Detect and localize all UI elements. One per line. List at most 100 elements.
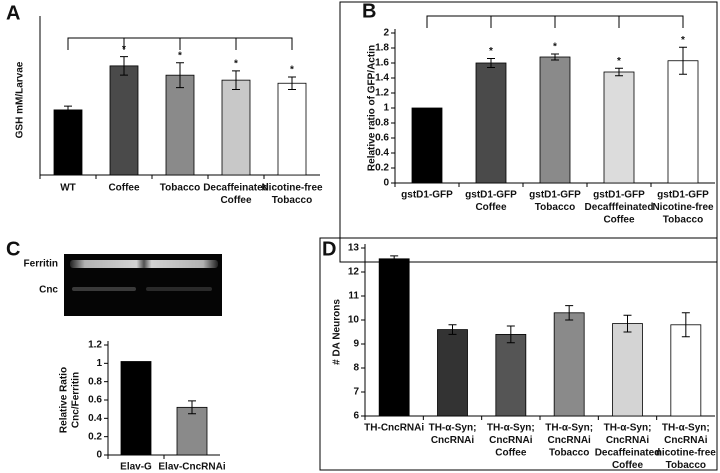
y-axis-label: Cnc/Ferritin xyxy=(71,372,82,428)
y-tick-label: 0.2 xyxy=(375,163,389,174)
x-tick-label: Elav-G xyxy=(120,462,152,473)
error-bar xyxy=(448,324,457,335)
x-tick-label: Tobacco xyxy=(666,460,706,471)
x-tick-label: TH-α-Syn; xyxy=(429,423,477,434)
x-tick-label: gstD1-GFP xyxy=(465,190,517,201)
x-tick-label: Coffee xyxy=(220,195,252,206)
comparison-bracket xyxy=(426,15,684,28)
x-tick-label: nicotine-free xyxy=(656,448,716,459)
x-tick-label: Tobacco xyxy=(272,195,312,206)
error-bar xyxy=(120,56,128,76)
x-tick-label: gstD1-GFP xyxy=(657,190,709,201)
gel-label: Ferritin xyxy=(24,259,58,270)
panel-frame xyxy=(339,1,718,263)
y-tick-label: 0.6 xyxy=(375,133,389,144)
panel-frame xyxy=(319,237,718,471)
x-tick-label: Coffee xyxy=(475,202,507,213)
error-bar xyxy=(64,105,72,115)
gel-label: Cnc xyxy=(39,285,58,296)
y-axis-label: # DA Neurons xyxy=(332,299,343,365)
y-tick-label: 1.4 xyxy=(375,73,389,84)
significance-mark: * xyxy=(234,58,238,69)
x-tick-label: Elav-CncRNAi xyxy=(158,462,225,473)
x-tick-label: Decafffeinated xyxy=(585,202,654,213)
significance-mark: * xyxy=(290,65,294,76)
bar xyxy=(667,60,699,184)
x-tick-label: gstD1-GFP xyxy=(529,190,581,201)
bar xyxy=(411,107,443,184)
y-tick-label: 10 xyxy=(348,315,360,326)
bar xyxy=(221,79,251,176)
x-tick-label: CncRNAi xyxy=(489,435,533,446)
x-tick-label: Decaffeinated xyxy=(203,183,269,194)
y-tick-label: 0 xyxy=(96,450,102,461)
y-tick-label: 11 xyxy=(348,291,359,302)
x-tick-label: Coffee xyxy=(612,460,644,471)
x-tick-label: Tobacco xyxy=(549,448,589,459)
y-tick-label: 0.8 xyxy=(88,376,102,387)
y-tick-label: 0.6 xyxy=(88,395,102,406)
x-tick-label: Nicotine-free xyxy=(261,183,323,194)
y-axis-label: Relative ratio of GFP/Actin xyxy=(367,45,378,171)
x-tick-label: TH-α-Syn; xyxy=(487,423,535,434)
bar xyxy=(495,333,527,417)
y-tick-label: 0.2 xyxy=(88,431,102,442)
y-tick-label: 1.6 xyxy=(375,58,389,69)
y-axis-label: Relative Ratio xyxy=(59,367,70,433)
error-bar xyxy=(681,312,690,338)
x-tick-label: CncRNAi xyxy=(606,435,650,446)
x-tick-label: CncRNAi xyxy=(664,435,708,446)
bar xyxy=(53,109,83,176)
y-tick-label: 0.4 xyxy=(375,148,389,159)
significance-mark: * xyxy=(617,56,621,67)
y-tick-label: 12 xyxy=(348,267,360,278)
bar xyxy=(109,65,139,176)
y-tick-label: 1 xyxy=(383,103,389,114)
error-bar xyxy=(551,53,559,61)
x-tick-label: Nicotine-free xyxy=(652,202,714,213)
significance-mark: * xyxy=(178,50,182,61)
x-tick-label: TH-CncRNAi xyxy=(364,423,424,434)
error-bar xyxy=(623,314,632,333)
y-tick-label: 13 xyxy=(348,243,360,254)
x-tick-label: Tobacco xyxy=(160,183,200,194)
error-bar xyxy=(615,67,623,77)
error-bar xyxy=(288,76,296,90)
y-axis-label: GSH mM/Larvae xyxy=(15,61,26,138)
bar xyxy=(475,62,507,184)
x-tick-label: Tobacco xyxy=(535,202,575,213)
x-tick-label: TH-α-Syn; xyxy=(662,423,710,434)
y-tick-label: 1 xyxy=(96,358,102,369)
bar xyxy=(277,82,307,176)
panel-letter: A xyxy=(6,2,20,24)
error-bar xyxy=(565,305,574,321)
x-tick-label: Coffee xyxy=(495,448,527,459)
bar xyxy=(378,258,410,417)
y-tick-label: 7 xyxy=(353,387,359,398)
bar xyxy=(553,312,585,417)
significance-mark: * xyxy=(553,42,557,53)
y-tick-label: 0 xyxy=(383,178,389,189)
panel-letter: D xyxy=(322,238,336,260)
panel-letter: C xyxy=(6,238,20,260)
x-tick-label: gstD1-GFP xyxy=(593,190,645,201)
x-tick-label: CncRNAi xyxy=(431,435,475,446)
y-tick-label: 0.8 xyxy=(375,118,389,129)
bar xyxy=(120,361,152,456)
x-tick-label: Decaffeinated xyxy=(595,448,661,459)
bar xyxy=(165,74,195,176)
bar xyxy=(603,71,635,184)
y-tick-label: 0.4 xyxy=(88,413,102,424)
significance-mark: * xyxy=(489,46,493,57)
x-tick-label: TH-α-Syn; xyxy=(604,423,652,434)
error-bar xyxy=(390,255,399,263)
significance-mark: * xyxy=(681,35,685,46)
y-tick-label: 1.2 xyxy=(375,88,389,99)
x-tick-label: CncRNAi xyxy=(547,435,591,446)
y-tick-label: 9 xyxy=(353,339,359,350)
y-tick-label: 2 xyxy=(383,28,389,39)
error-bar xyxy=(679,46,687,75)
y-tick-label: 1.8 xyxy=(375,43,389,54)
error-bar xyxy=(506,325,515,344)
